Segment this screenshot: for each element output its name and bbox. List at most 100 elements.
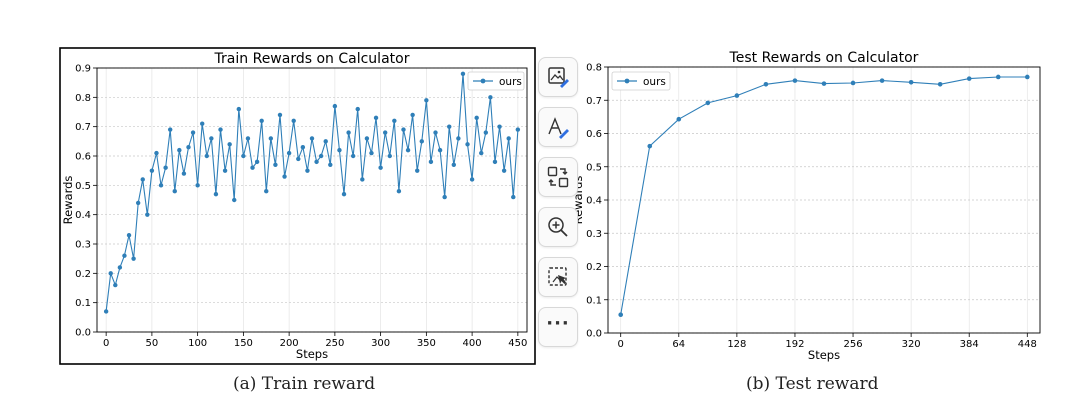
x-tick-label: 200 bbox=[280, 338, 299, 349]
data-point bbox=[218, 127, 223, 132]
chart-title: Test Rewards on Calculator bbox=[729, 50, 919, 66]
more-icon: ··· bbox=[546, 313, 570, 334]
data-point bbox=[821, 81, 827, 86]
y-tick-label: 0.6 bbox=[75, 152, 91, 163]
y-tick-label: 0.3 bbox=[586, 229, 602, 240]
x-tick-label: 100 bbox=[188, 338, 207, 349]
data-point bbox=[259, 118, 264, 124]
data-point bbox=[318, 153, 324, 159]
data-point bbox=[222, 168, 228, 173]
y-tick-label: 0.2 bbox=[586, 262, 602, 273]
data-point bbox=[373, 115, 379, 121]
data-point bbox=[879, 78, 885, 83]
data-point bbox=[618, 312, 624, 318]
y-tick-label: 0.8 bbox=[75, 93, 91, 104]
x-tick-label: 64 bbox=[672, 339, 685, 350]
x-tick-label: 384 bbox=[960, 339, 979, 350]
y-tick-label: 0.5 bbox=[75, 181, 91, 192]
data-point bbox=[792, 78, 798, 83]
y-tick-label: 0.2 bbox=[75, 269, 91, 280]
x-tick-label: 150 bbox=[234, 338, 253, 349]
y-tick-label: 0.0 bbox=[586, 329, 602, 340]
data-point bbox=[474, 115, 479, 121]
data-point bbox=[291, 118, 296, 124]
data-point bbox=[190, 130, 196, 135]
data-point bbox=[734, 93, 740, 98]
data-point bbox=[264, 189, 269, 194]
data-point bbox=[154, 150, 159, 156]
data-point bbox=[273, 162, 278, 167]
data-point bbox=[369, 150, 374, 156]
data-point bbox=[149, 168, 155, 173]
data-point bbox=[497, 124, 502, 129]
data-point bbox=[469, 177, 475, 182]
data-point bbox=[131, 256, 136, 261]
data-point bbox=[282, 174, 287, 179]
data-point bbox=[227, 142, 232, 147]
x-axis-label: Steps bbox=[808, 348, 840, 362]
train-caption: (a) Train reward bbox=[233, 374, 376, 394]
data-point bbox=[451, 162, 457, 167]
data-point bbox=[241, 153, 246, 159]
text-edit-button[interactable] bbox=[538, 107, 578, 147]
series-line-ours bbox=[620, 76, 1028, 315]
data-point bbox=[186, 145, 191, 150]
data-point bbox=[323, 139, 328, 144]
data-point bbox=[410, 112, 415, 118]
data-point bbox=[309, 136, 315, 141]
data-point bbox=[305, 168, 310, 173]
data-point bbox=[405, 147, 411, 153]
y-tick-label: 0.5 bbox=[586, 162, 602, 173]
y-tick-label: 0.0 bbox=[75, 328, 91, 339]
data-point bbox=[200, 121, 205, 126]
convert-button[interactable] bbox=[538, 157, 578, 197]
data-point bbox=[506, 136, 511, 141]
data-point bbox=[501, 168, 507, 173]
more-button[interactable]: ··· bbox=[538, 307, 578, 347]
data-point bbox=[145, 212, 150, 217]
x-tick-label: 300 bbox=[371, 338, 390, 349]
data-point bbox=[908, 79, 914, 85]
data-point bbox=[995, 74, 1001, 80]
image-edit-button[interactable] bbox=[538, 57, 578, 97]
data-point bbox=[460, 71, 466, 77]
data-point bbox=[204, 153, 209, 159]
data-point bbox=[172, 189, 177, 194]
select-area-icon bbox=[548, 267, 567, 286]
legend-label: ours bbox=[643, 76, 666, 88]
data-point bbox=[117, 265, 123, 270]
data-point bbox=[236, 106, 242, 112]
data-point bbox=[122, 253, 127, 258]
data-point bbox=[296, 156, 301, 162]
data-point bbox=[1024, 74, 1030, 80]
image-edit-icon bbox=[548, 67, 569, 88]
x-tick-label: 256 bbox=[843, 339, 862, 350]
text-edit-icon bbox=[548, 117, 569, 139]
x-tick-label: 400 bbox=[463, 338, 482, 349]
data-point bbox=[966, 76, 972, 81]
data-point bbox=[232, 197, 237, 203]
data-point bbox=[492, 159, 498, 165]
data-point bbox=[245, 136, 251, 141]
figure-frame bbox=[59, 47, 536, 365]
data-point bbox=[195, 183, 200, 188]
legend-marker bbox=[480, 78, 486, 84]
x-tick-label: 128 bbox=[727, 339, 746, 350]
data-point bbox=[213, 191, 219, 197]
y-tick-label: 0.7 bbox=[586, 96, 602, 107]
data-point bbox=[163, 165, 168, 170]
data-point bbox=[456, 136, 461, 141]
select-area-button[interactable] bbox=[538, 257, 578, 297]
y-tick-label: 0.6 bbox=[586, 129, 602, 140]
data-point bbox=[392, 118, 397, 124]
legend-box bbox=[611, 71, 671, 91]
zoom-in-button[interactable] bbox=[538, 207, 578, 247]
chart-title: Train Rewards on Calculator bbox=[214, 51, 410, 67]
data-point bbox=[387, 153, 392, 159]
data-point bbox=[181, 171, 187, 176]
data-point bbox=[360, 177, 365, 182]
data-point bbox=[108, 271, 113, 276]
data-point bbox=[442, 194, 447, 200]
